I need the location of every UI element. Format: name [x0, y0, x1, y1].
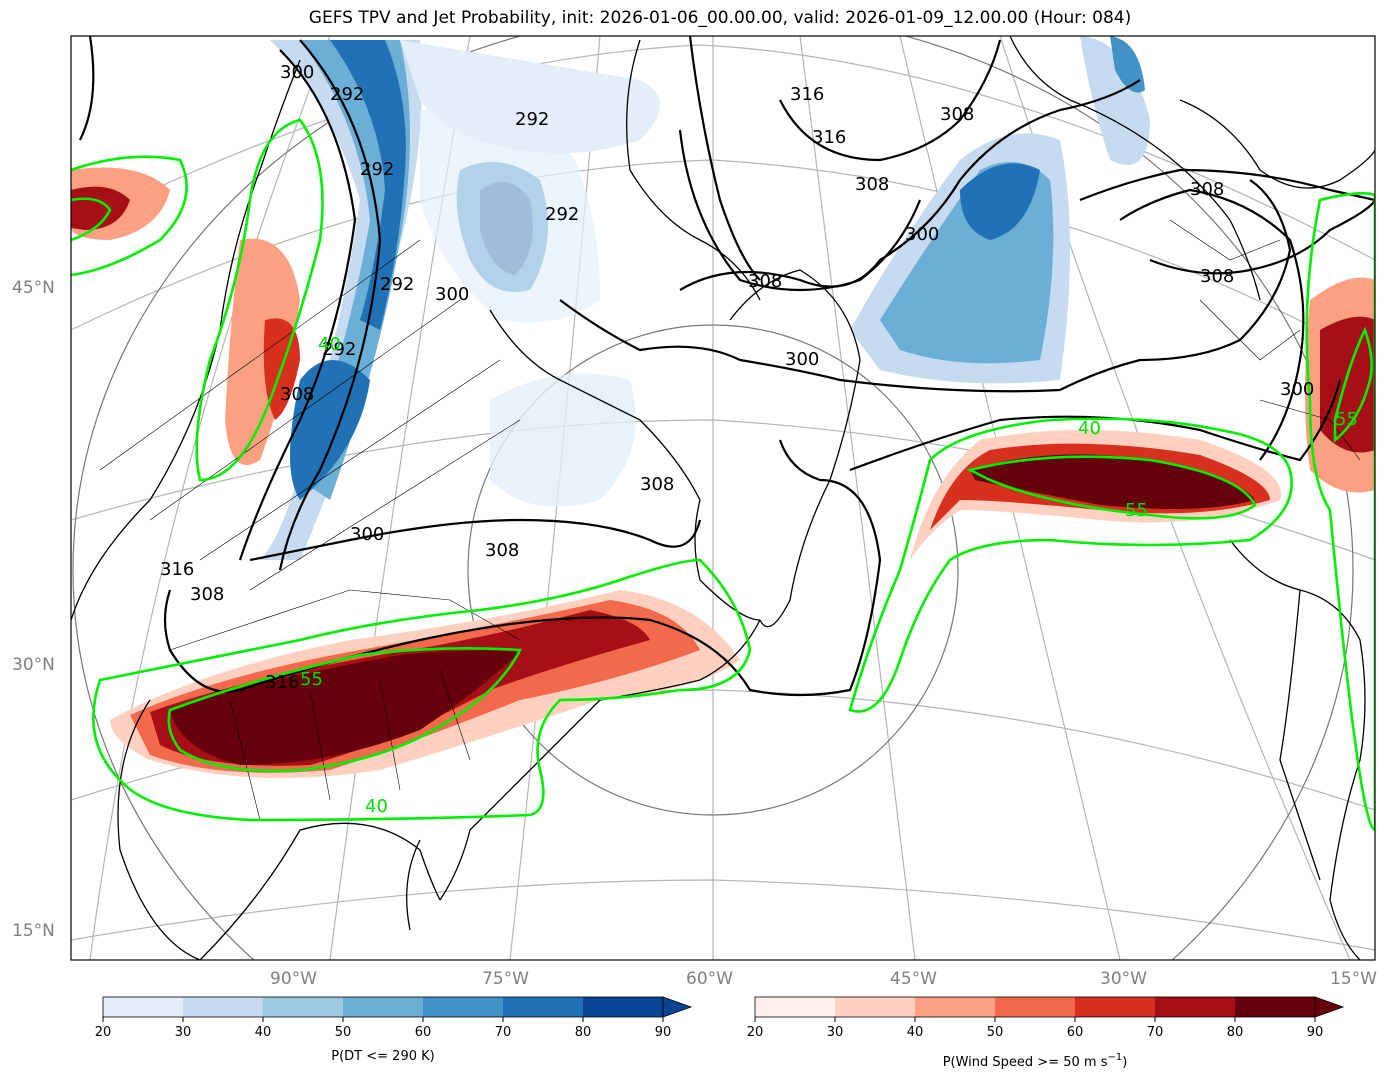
colorbar-dt-tick-label: 90	[655, 1025, 672, 1040]
colorbar-dt-tick-label: 30	[175, 1025, 192, 1040]
lat-label: 15°N	[12, 921, 55, 941]
colorbar-wind-tick-label: 90	[1307, 1025, 1324, 1040]
contour-label: 316	[160, 559, 194, 580]
contour-label: 300	[280, 62, 314, 83]
contour-label: 308	[640, 474, 674, 495]
colorbar-dt-segment	[583, 997, 664, 1017]
colorbar-wind-tick-label: 70	[1147, 1025, 1164, 1040]
contour-label: 292	[515, 109, 549, 130]
colorbar-dt-tick-label: 40	[255, 1025, 272, 1040]
contour-label: 308	[485, 540, 519, 561]
lon-label: 90°W	[270, 969, 317, 989]
contour-label: 308	[940, 104, 974, 125]
lon-label: 15°W	[1330, 969, 1377, 989]
contour-label: 300	[785, 349, 819, 370]
colorbar-dt-segment	[103, 997, 184, 1017]
colorbar-dt-segment	[343, 997, 424, 1017]
contour-label: 300	[350, 524, 384, 545]
colorbar-wind-segment	[915, 997, 996, 1017]
colorbar-wind-segment	[1155, 997, 1236, 1017]
jet-label: 40	[1078, 418, 1101, 439]
lon-label: 30°W	[1100, 969, 1147, 989]
theta-contours	[79, 36, 1375, 697]
contour-label: 308	[190, 584, 224, 605]
contour-label: 308	[1200, 266, 1234, 287]
colorbar-dt-tick-label: 20	[95, 1025, 112, 1040]
colorbar-dt-tick-label: 50	[335, 1025, 352, 1040]
jet-label: 40	[318, 334, 341, 355]
figure-title: GEFS TPV and Jet Probability, init: 2026…	[308, 8, 1132, 28]
colorbar-wind: 20 30 40 50 60 70 80 90 P(Wind Speed >= 50 m s−…	[747, 996, 1345, 1070]
colorbar-wind-tick-label: 50	[987, 1025, 1004, 1040]
jet-label: 55	[300, 669, 323, 690]
contour-label: 292	[360, 159, 394, 180]
longitude-labels: 90°W 75°W 60°W 45°W 30°W 15°W	[270, 969, 1377, 989]
contour-label: 316	[265, 672, 299, 693]
jet-contours	[71, 118, 1375, 832]
colorbar-wind-tick-label: 30	[827, 1025, 844, 1040]
colorbar-wind-title: P(Wind Speed >= 50 m s−1)	[943, 1052, 1128, 1070]
lon-label: 75°W	[482, 969, 529, 989]
colorbar-dt-frame	[102, 996, 664, 1018]
contour-label: 300	[435, 284, 469, 305]
colorbar-dt-tick-label: 70	[495, 1025, 512, 1040]
theta-contour-labels: 300 292 292 292 308 292 316 316 308 300 …	[160, 62, 1314, 693]
contour-label: 292	[380, 274, 414, 295]
colorbar-wind-extend-arrow	[1314, 996, 1345, 1018]
colorbar-wind-tick-label: 60	[1067, 1025, 1084, 1040]
jet-contour-labels: 40 40 55 55 55 40	[300, 334, 1358, 817]
contour-label: 292	[545, 204, 579, 225]
colorbar-wind-segment	[755, 997, 836, 1017]
jet-label: 55	[1125, 500, 1148, 521]
colorbar-wind-frame	[754, 996, 1316, 1018]
colorbar-wind-tick-label: 80	[1227, 1025, 1244, 1040]
polar-circle	[467, 324, 959, 816]
contour-label: 308	[748, 271, 782, 292]
contour-label: 292	[330, 84, 364, 105]
contour-label: 316	[790, 84, 824, 105]
colorbar-wind-segment	[835, 997, 916, 1017]
map-frame	[70, 35, 1376, 961]
colorbar-dt-tick-label: 80	[575, 1025, 592, 1040]
lat-label: 30°N	[12, 655, 55, 675]
colorbar-dt-segment	[503, 997, 584, 1017]
contour-label: 292	[322, 339, 356, 360]
colorbar-wind-segment	[1075, 997, 1156, 1017]
latitude-labels: 45°N 30°N 15°N	[12, 278, 55, 941]
colorbar-wind-tick-label: 20	[747, 1025, 764, 1040]
contour-label: 300	[905, 224, 939, 245]
colorbar-wind-tick-label: 40	[907, 1025, 924, 1040]
lon-label: 45°W	[890, 969, 937, 989]
coastlines	[71, 36, 1375, 960]
colorbar-wind-segment	[995, 997, 1076, 1017]
contour-label: 316	[812, 127, 846, 148]
contour-label: 308	[280, 384, 314, 405]
lat-label: 45°N	[12, 278, 55, 298]
lon-label: 60°W	[686, 969, 733, 989]
jet-label: 55	[1335, 409, 1358, 430]
colorbar-dt-tick-label: 60	[415, 1025, 432, 1040]
contour-label: 308	[1190, 179, 1224, 200]
colorbar-dt-segment	[263, 997, 344, 1017]
colorbar-dt-segment	[183, 997, 264, 1017]
tpv-probability-shading	[260, 36, 1150, 560]
jet-label: 40	[365, 796, 388, 817]
map-content: 300 292 292 292 308 292 316 316 308 300 …	[71, 36, 1375, 960]
colorbar-wind-segment	[1235, 997, 1316, 1017]
contour-label: 308	[855, 174, 889, 195]
colorbar-dt: 20 30 40 50 60 70 80 90 P(DT <= 290 K)	[95, 996, 693, 1064]
colorbar-dt-extend-arrow	[662, 996, 693, 1018]
colorbar-dt-title: P(DT <= 290 K)	[331, 1049, 434, 1064]
colorbar-dt-segment	[423, 997, 504, 1017]
outer-circle	[72, 36, 1354, 960]
contour-label: 300	[1280, 379, 1314, 400]
